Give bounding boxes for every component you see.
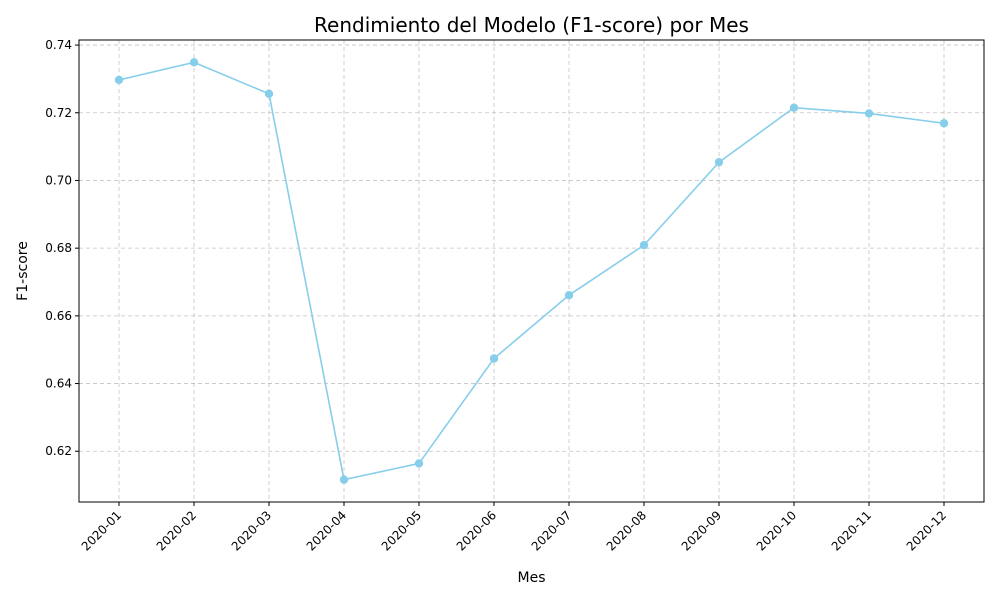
x-axis-title: Mes bbox=[518, 570, 546, 586]
y-tick-label: 0.70 bbox=[45, 173, 72, 187]
data-point bbox=[489, 354, 499, 363]
y-tick-label: 0.64 bbox=[45, 377, 72, 391]
data-point bbox=[789, 103, 799, 112]
data-point bbox=[864, 109, 874, 118]
data-point bbox=[189, 58, 199, 67]
data-point bbox=[114, 75, 124, 85]
data-point bbox=[264, 89, 274, 99]
data-point bbox=[564, 291, 574, 300]
y-tick-label: 0.72 bbox=[45, 106, 72, 120]
y-axis-title: F1-score bbox=[15, 241, 31, 301]
plot-area-frame bbox=[78, 39, 985, 503]
data-point bbox=[714, 157, 724, 167]
data-point bbox=[939, 119, 949, 128]
y-tick-label: 0.68 bbox=[45, 241, 72, 255]
y-tick-label: 0.74 bbox=[45, 38, 72, 52]
data-point bbox=[639, 240, 649, 250]
data-layer bbox=[114, 58, 949, 484]
series-line bbox=[118, 61, 945, 481]
chart-title: Rendimiento del Modelo (F1-score) por Me… bbox=[314, 13, 749, 37]
y-tick-label: 0.66 bbox=[45, 309, 72, 323]
y-tick-label: 0.62 bbox=[45, 444, 72, 458]
data-point bbox=[414, 459, 424, 468]
data-point bbox=[339, 475, 349, 484]
